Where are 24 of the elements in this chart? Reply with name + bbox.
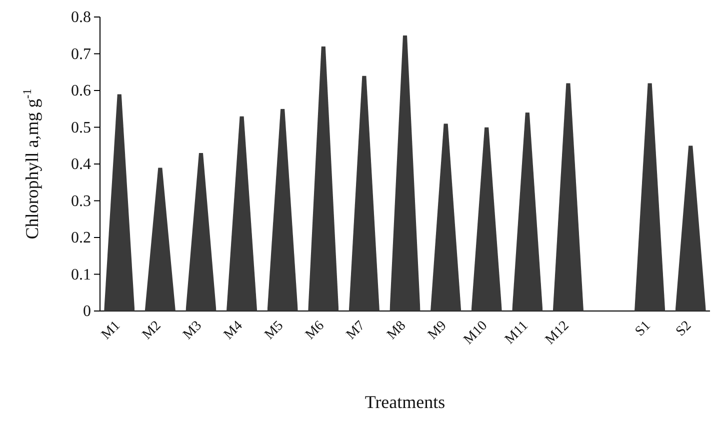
x-tick-label: M8 (384, 318, 409, 343)
x-tick-label: M9 (425, 318, 450, 343)
y-tick-label: 0.4 (71, 156, 91, 174)
y-tick-label: 0.8 (71, 9, 91, 26)
x-tick-label: M11 (502, 318, 532, 348)
y-tick-label: 0.7 (71, 46, 91, 63)
y-tick-label: 0.3 (71, 192, 91, 210)
x-tick-label: S1 (632, 318, 654, 340)
x-tick-label: M7 (344, 318, 368, 343)
x-tick-label: M4 (221, 318, 246, 343)
y-tick-label: 0 (83, 303, 91, 320)
x-tick-label: M12 (542, 318, 572, 348)
x-tick-label: M5 (262, 318, 287, 343)
y-tick-label: 0.2 (71, 230, 91, 247)
y-tick-label: 0.6 (71, 82, 91, 100)
x-tick-label: M1 (99, 318, 124, 343)
y-tick-label: 0.5 (71, 119, 91, 136)
x-tick-label: M2 (140, 318, 164, 343)
y-tick-label: 0.1 (71, 266, 91, 284)
x-tick-label: M10 (461, 318, 491, 348)
x-tick-label: M6 (303, 318, 328, 343)
x-tick-label: S2 (674, 318, 695, 340)
x-axis-title: Treatments (364, 392, 446, 412)
x-tick-label: M3 (180, 318, 205, 343)
